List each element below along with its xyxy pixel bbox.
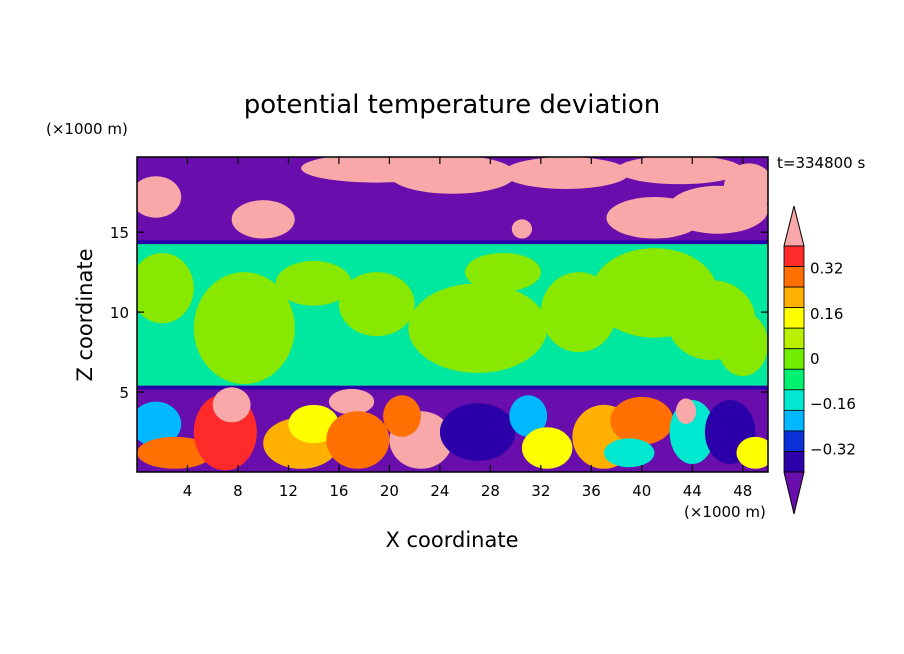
colorbar-tick-label: 0.32 <box>810 260 843 278</box>
lower-eddy-6 <box>328 388 375 415</box>
colorbar-box <box>783 451 805 473</box>
middle-patch-5 <box>465 252 541 292</box>
lower-eddy-17 <box>675 398 697 425</box>
colorbar-box <box>783 389 805 411</box>
middle-patch-4 <box>408 283 548 373</box>
upper-cloud-3 <box>389 157 516 194</box>
lower-eddy-14 <box>610 396 674 445</box>
x-tick-label: 20 <box>380 482 399 500</box>
z-tick-label: 5 <box>119 384 129 402</box>
colorbar-tick-label: −0.16 <box>810 395 856 413</box>
lower-eddy-9 <box>383 395 421 437</box>
lower-eddy-1 <box>137 436 213 469</box>
x-axis-label: X coordinate <box>385 528 518 552</box>
middle-patch-3 <box>338 272 415 337</box>
x-tick-label: 4 <box>183 482 193 500</box>
colorbar-top-arrow <box>783 205 805 247</box>
z-axis-label: Z coordinate <box>73 248 97 381</box>
colorbar-box <box>783 327 805 350</box>
upper-cloud-1 <box>231 200 295 239</box>
x-unit-label: (×1000 m) <box>684 503 766 521</box>
colorbar-tick-label: −0.32 <box>810 440 856 458</box>
colorbar: 0.32 0.16 0 −0.16 −0.32 <box>783 205 856 515</box>
colorbar-tick-label: 0.16 <box>810 305 843 323</box>
upper-cloud-5 <box>616 157 743 185</box>
x-tick-label: 24 <box>430 482 449 500</box>
colorbar-box <box>783 348 805 370</box>
colorbar-box <box>783 245 805 267</box>
middle-patch-9 <box>717 312 768 377</box>
lower-eddy-19 <box>736 436 768 469</box>
x-tick-label: 8 <box>233 482 243 500</box>
upper-cloud-9 <box>511 219 533 239</box>
middle-patch-2 <box>275 260 352 306</box>
colorbar-tick-label: 0 <box>810 350 820 368</box>
lower-eddy-3 <box>212 387 251 423</box>
time-label: t=334800 s <box>777 154 865 172</box>
x-tick-label: 16 <box>329 482 348 500</box>
upper-cloud-8 <box>723 163 768 212</box>
lower-eddy-11 <box>509 395 548 437</box>
lower-eddy-15 <box>603 438 655 468</box>
colorbar-box <box>783 430 805 452</box>
x-tick-label: 44 <box>683 482 702 500</box>
x-tick-label: 40 <box>632 482 651 500</box>
x-tick-label: 36 <box>582 482 601 500</box>
middle-patch-0 <box>137 252 194 324</box>
lower-eddy-10 <box>439 403 516 461</box>
x-tick-label: 28 <box>481 482 500 500</box>
middle-patch-1 <box>193 272 295 385</box>
contour-field <box>137 157 768 472</box>
boundary-upper <box>137 240 768 245</box>
z-tick-label: 10 <box>110 304 129 322</box>
z-tick-label: 15 <box>110 224 129 242</box>
lower-eddy-12 <box>521 427 573 469</box>
x-tick-label: 12 <box>279 482 298 500</box>
z-axis-ticks: 5 10 15 <box>110 224 768 402</box>
colorbar-box <box>783 307 805 329</box>
x-tick-label: 32 <box>531 482 550 500</box>
lower-eddy-7 <box>326 411 390 469</box>
colorbar-bottom-arrow <box>783 471 805 515</box>
lower-eddy-0 <box>137 401 182 447</box>
z-unit-label: (×1000 m) <box>46 120 128 138</box>
upper-cloud-4 <box>502 157 630 189</box>
plot-frame <box>136 156 769 473</box>
colorbar-box <box>783 409 805 432</box>
boundary-lower <box>137 385 768 390</box>
colorbar-box <box>783 368 805 391</box>
colorbar-box <box>783 266 805 288</box>
x-axis-ticks: 4 8 12 16 20 24 28 32 36 40 44 48 <box>183 157 752 500</box>
x-tick-label: 48 <box>733 482 752 500</box>
upper-cloud-0 <box>137 176 182 218</box>
chart-title: potential temperature deviation <box>244 90 660 120</box>
lower-eddy-5 <box>288 404 339 444</box>
colorbar-box <box>783 286 805 309</box>
